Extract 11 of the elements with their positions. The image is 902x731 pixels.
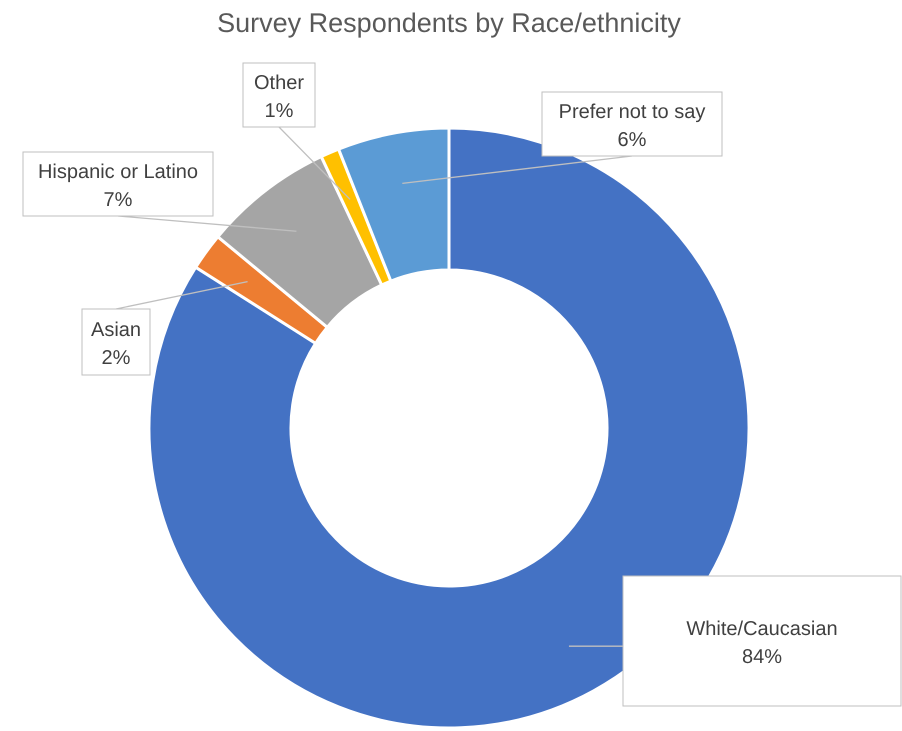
chart-title: Survey Respondents by Race/ethnicity [217, 8, 682, 38]
data-label: 6% [618, 129, 647, 151]
slice-label: White/Caucasian [686, 618, 838, 640]
slice-label: Asian [90, 319, 142, 341]
slice-label: Prefer not to say [558, 101, 706, 123]
slice-label: Hispanic or Latino [38, 161, 198, 183]
slice-label: Other [254, 72, 304, 94]
data-label: 1% [264, 100, 294, 122]
data-label: 84% [742, 646, 782, 668]
data-label: 7% [104, 189, 133, 211]
data-label: 2% [102, 347, 131, 369]
